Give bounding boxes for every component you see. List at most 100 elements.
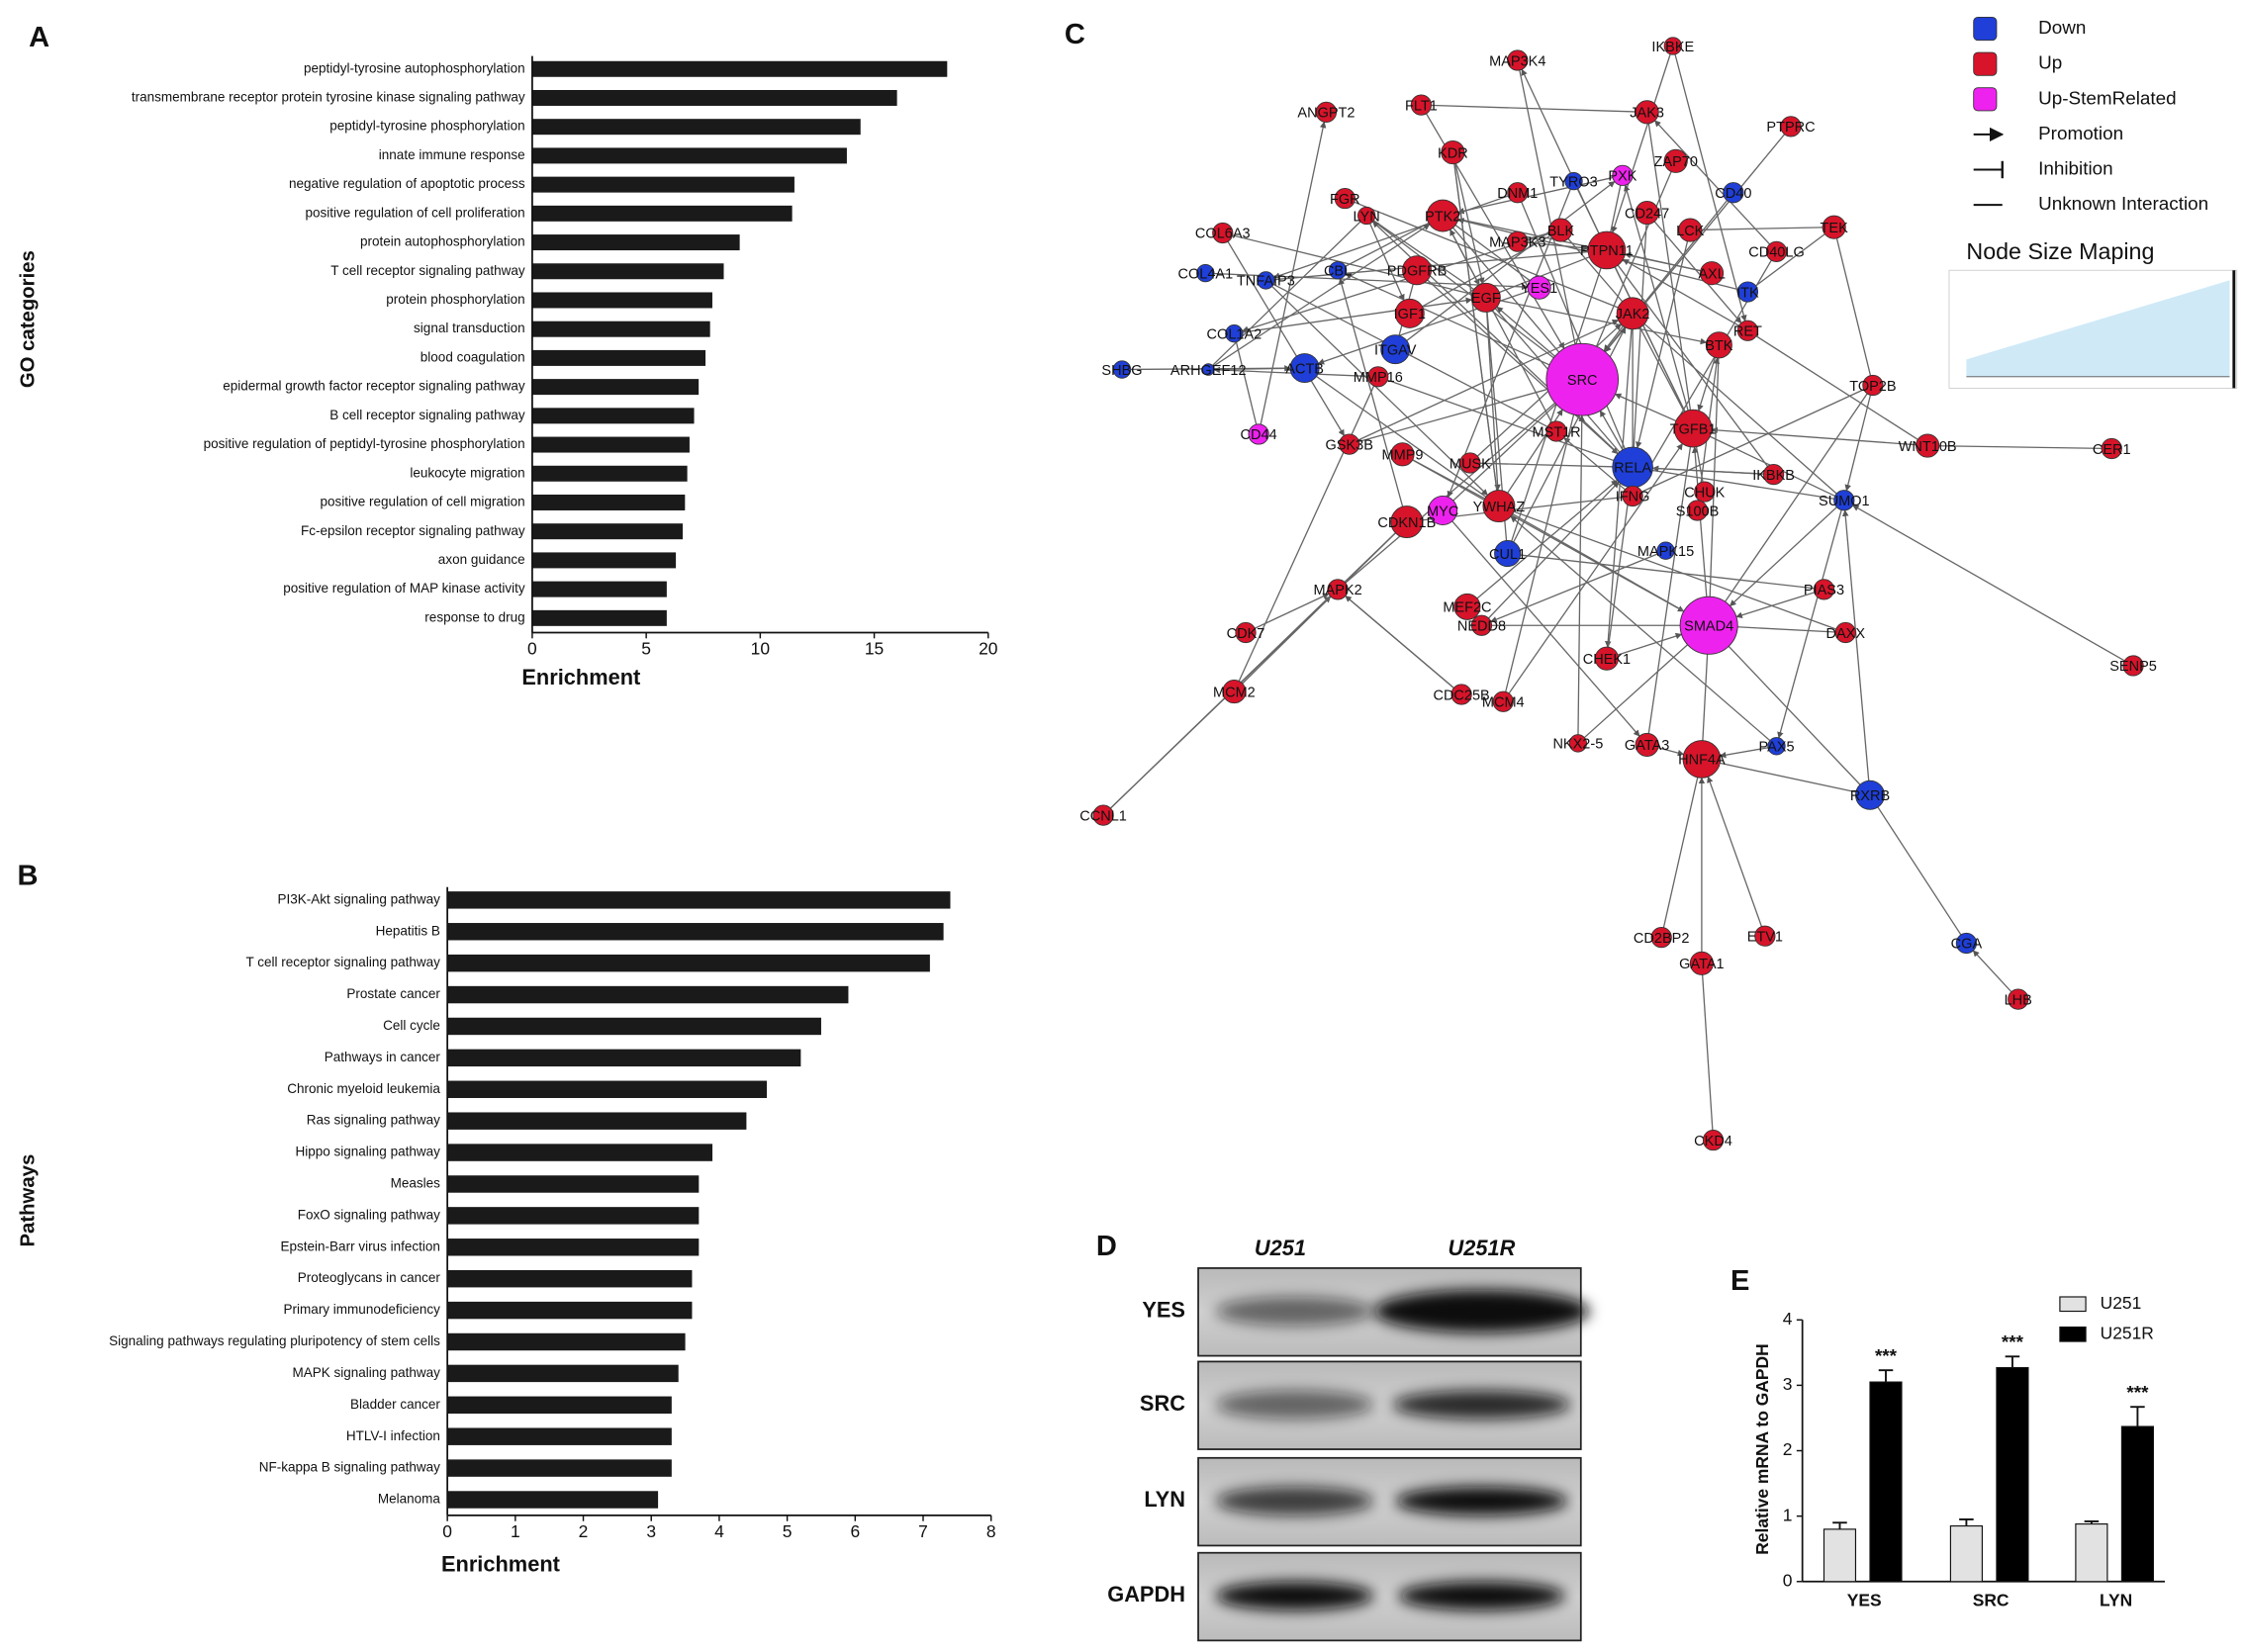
- y-tick-label: 2: [1783, 1439, 1793, 1459]
- node-label: PTPRC: [1766, 120, 1815, 136]
- bar: [447, 954, 930, 972]
- x-tick-label: 6: [850, 1521, 860, 1541]
- node-label: ITK: [1736, 285, 1759, 301]
- network-edge: [1559, 229, 1624, 303]
- legend-label: Up: [2038, 53, 2062, 74]
- network-node: [1545, 342, 1620, 416]
- node-label: S100B: [1676, 504, 1720, 519]
- node-label: SUMO1: [1819, 494, 1870, 509]
- category-label: Signaling pathways regulating pluripoten…: [109, 1333, 440, 1348]
- network-edge: [1595, 160, 1677, 347]
- network-edge: [1222, 232, 1346, 436]
- category-label: Primary immunodeficiency: [284, 1302, 441, 1317]
- panel-letter: A: [29, 22, 49, 53]
- network-node: [1663, 37, 1682, 55]
- category-label: NF-kappa B signaling pathway: [259, 1460, 440, 1475]
- x-tick-label: 3: [646, 1521, 656, 1541]
- bar: [531, 234, 740, 251]
- node-label: CD2BP2: [1634, 931, 1689, 947]
- network-edge: [1222, 231, 1472, 296]
- network-edge: [1498, 505, 1836, 630]
- network-node: [1092, 804, 1114, 826]
- node-label: AXL: [1698, 266, 1725, 282]
- bar: [531, 379, 700, 396]
- node-label: CKD4: [1694, 1134, 1732, 1149]
- network-node: [1196, 263, 1215, 283]
- bar: [447, 1427, 672, 1445]
- x-tick-label: 5: [783, 1521, 793, 1541]
- node-label: EGF: [1471, 291, 1501, 307]
- category-label: Prostate cancer: [346, 986, 440, 1001]
- node-label: PAX5: [1758, 740, 1794, 756]
- legend-title: Node Size Maping: [1966, 238, 2154, 264]
- category-label: Bladder cancer: [350, 1397, 440, 1412]
- bar: [531, 436, 690, 453]
- node-label: JAK2: [1616, 307, 1650, 322]
- x-tick-label: 15: [865, 639, 884, 659]
- category-label: B cell receptor signaling pathway: [329, 408, 525, 422]
- node-label: IFNG: [1616, 490, 1650, 505]
- category-label: peptidyl-tyrosine autophosphorylation: [304, 60, 525, 75]
- node-label: COL4A1: [1177, 266, 1233, 282]
- network-edge: [1844, 385, 1874, 492]
- legend-swatch: [2059, 1296, 2087, 1313]
- network-node: [1568, 734, 1588, 753]
- network-node: [1700, 261, 1725, 286]
- network-node: [1682, 740, 1722, 779]
- network-edge: [1510, 515, 1777, 747]
- node-label: MYC: [1427, 504, 1458, 519]
- node-label: CHEK1: [1583, 652, 1631, 668]
- network-edge: [1646, 212, 1742, 324]
- category-label: HTLV-I infection: [346, 1428, 440, 1443]
- node-label: MMP16: [1354, 370, 1403, 386]
- category-label: FoxO signaling pathway: [298, 1207, 440, 1222]
- node-label: CBL: [1324, 264, 1352, 280]
- network-edge: [1633, 466, 1834, 500]
- network-edge: [1454, 225, 1541, 289]
- network-edge: [1577, 644, 1689, 744]
- node-label: IKBKB: [1752, 468, 1795, 484]
- node-label: ZAP70: [1654, 154, 1698, 170]
- network-edge: [1622, 258, 1748, 331]
- blot-band: [1215, 1297, 1374, 1327]
- node-label: CD40: [1715, 186, 1751, 202]
- node-label: MAP3K3: [1489, 234, 1545, 250]
- network-edges: [1102, 46, 2134, 1141]
- bar: [447, 1017, 821, 1036]
- network-edge: [1690, 227, 1823, 231]
- bar: [447, 923, 944, 941]
- node-label: MAPK15: [1637, 544, 1694, 560]
- network-node: [1235, 621, 1257, 644]
- network-node: [1916, 433, 1940, 458]
- network-node: [1548, 218, 1573, 242]
- network-node: [1594, 646, 1620, 671]
- category-label: Proteoglycans in cancer: [298, 1270, 441, 1285]
- node-label: COL1A2: [1207, 326, 1262, 342]
- network-node: [1334, 187, 1356, 210]
- node-label: TNFAIP3: [1237, 274, 1295, 290]
- significance-label: ***: [1875, 1346, 1898, 1367]
- bar: [531, 321, 710, 337]
- node-label: PTK2: [1425, 209, 1460, 225]
- network-edge: [1563, 437, 1634, 497]
- node-label: HNF4A: [1678, 753, 1726, 769]
- category-label: Cell cycle: [383, 1018, 440, 1033]
- network-node: [1545, 420, 1567, 442]
- significance-label: ***: [2126, 1383, 2149, 1404]
- network-node: [1612, 164, 1634, 186]
- category-label: Melanoma: [378, 1492, 441, 1507]
- network-edge: [1416, 269, 1619, 455]
- network-node: [1767, 737, 1786, 756]
- bar: [447, 1332, 686, 1351]
- network-node: [1862, 374, 1884, 397]
- network-edge: [1394, 180, 1616, 350]
- network-edge: [1611, 46, 1674, 233]
- category-label: positive regulation of MAP kinase activi…: [283, 581, 525, 596]
- bar: [1949, 1524, 1983, 1583]
- bar: [531, 292, 712, 309]
- network-edge: [1258, 121, 1327, 435]
- network-node: [1527, 275, 1551, 300]
- category-label: positive regulation of peptidyl-tyrosine…: [204, 436, 525, 451]
- network-node: [1410, 94, 1433, 116]
